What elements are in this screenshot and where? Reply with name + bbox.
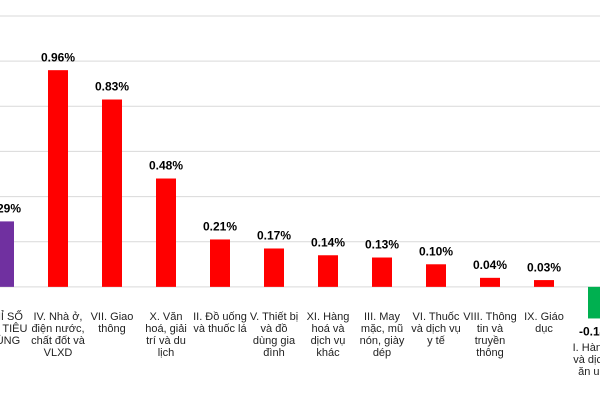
bar xyxy=(318,255,338,287)
value-label: 0.10% xyxy=(419,244,453,258)
bar xyxy=(48,70,68,287)
bar xyxy=(588,286,600,319)
x-tick-label: X. Văn hoá, giải trí và du lịch xyxy=(145,310,187,359)
bar xyxy=(210,239,230,287)
bar xyxy=(426,264,446,287)
x-tick-label: I. Hàng ăn và dịch vụ ăn uống xyxy=(572,342,600,379)
bar xyxy=(0,221,14,287)
x-tick-label: VIII. Thông tin và truyền thông xyxy=(463,310,517,359)
x-tick-label: V. Thiết bị và đồ dùng gia đình xyxy=(249,310,299,359)
x-tick-label: IV. Nhà ở, điện nước, chất đốt và VLXD xyxy=(31,310,85,359)
value-label: 0.21% xyxy=(203,220,237,234)
value-label: 0.83% xyxy=(95,80,129,94)
value-label: 0.48% xyxy=(149,159,183,173)
value-label: 0.29% xyxy=(0,202,21,216)
x-tick-label: VII. Giao thông xyxy=(90,310,134,335)
x-tick-label: VI. Thuốc và dịch vụ y tế xyxy=(411,310,461,347)
bar xyxy=(264,248,284,287)
bar xyxy=(102,99,122,287)
x-tick-label: II. Đồ uống và thuốc lá xyxy=(193,310,247,335)
bar xyxy=(372,257,392,287)
value-label: 0.04% xyxy=(473,258,507,272)
value-label: 0.96% xyxy=(41,50,75,64)
bar xyxy=(534,280,554,287)
value-label: 0.14% xyxy=(311,235,345,249)
value-label: 0.13% xyxy=(365,238,399,252)
x-tick-label: IX. Giáo dục xyxy=(524,310,564,335)
value-label: -0.14% xyxy=(579,325,600,339)
value-label: 0.17% xyxy=(257,229,291,243)
bar xyxy=(480,277,500,287)
bar xyxy=(156,178,176,287)
x-tick-label: XI. Hàng hoá và dịch vụ khác xyxy=(306,310,350,359)
x-tick-label: III. May mặc, mũ nón, giày dép xyxy=(359,310,405,359)
value-label: 0.03% xyxy=(527,260,561,274)
x-tick-label: CHỈ SỐ GIÁ TIÊU DÙNG xyxy=(0,310,28,347)
